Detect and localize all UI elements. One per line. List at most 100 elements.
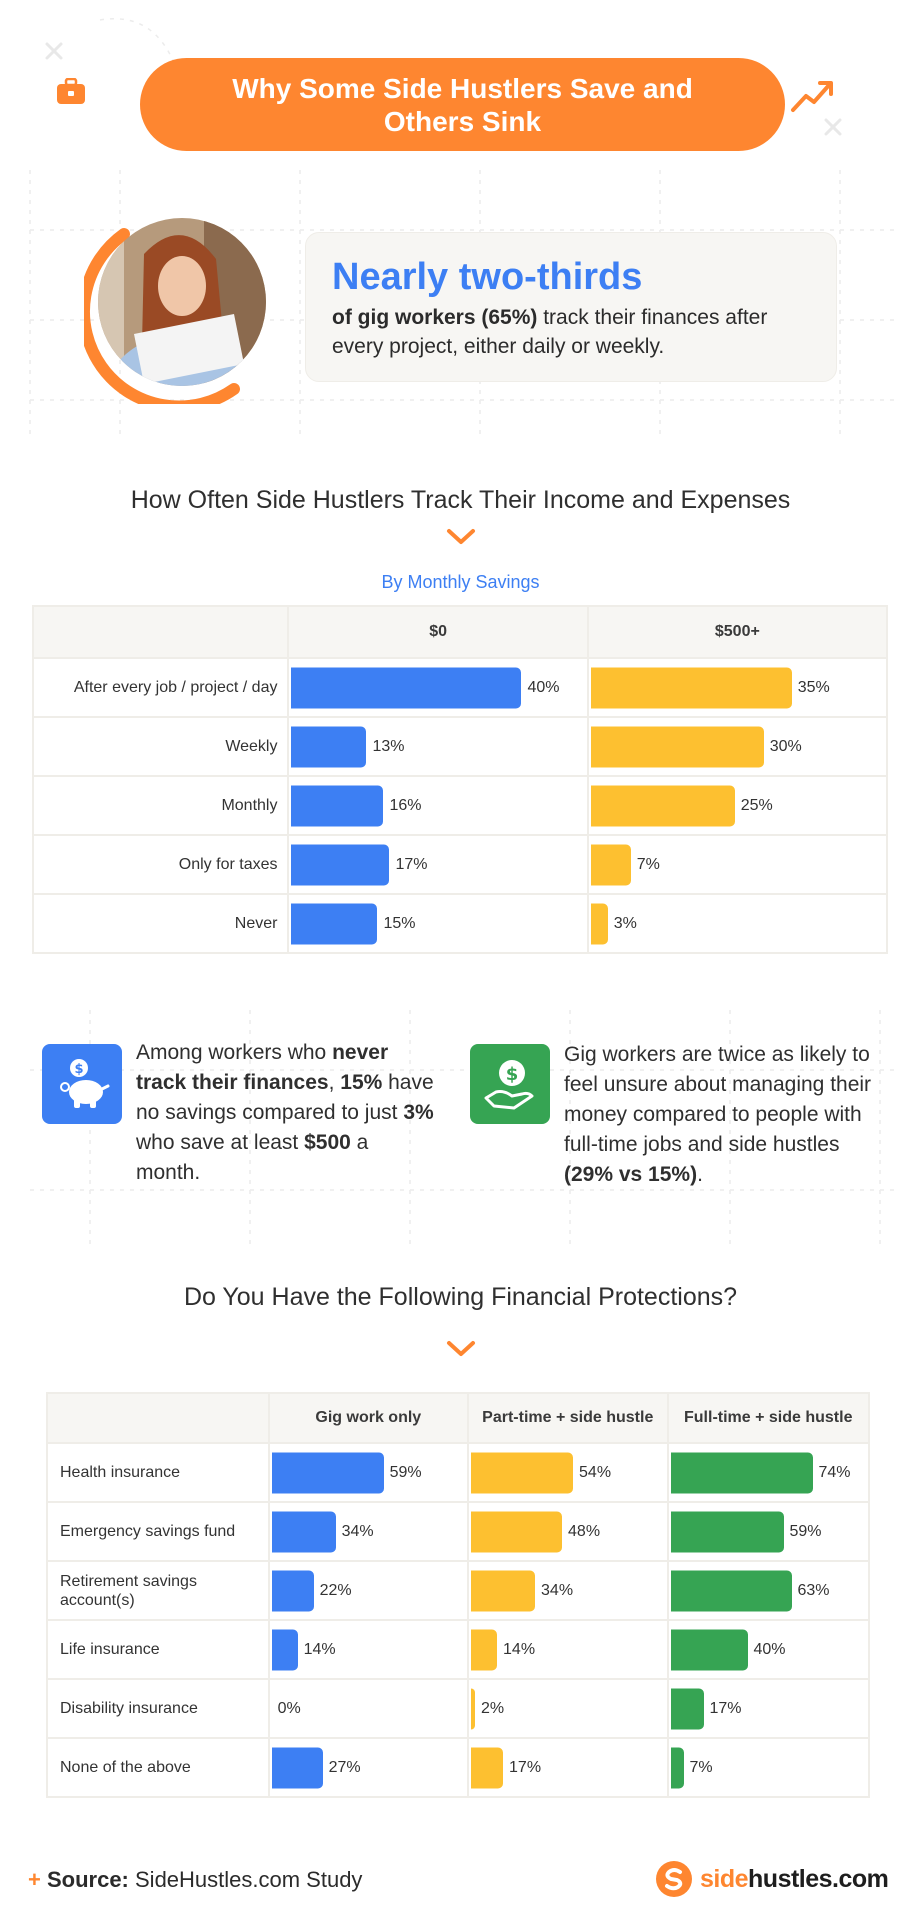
table-row: Only for taxes 17% 7% bbox=[31, 834, 889, 895]
bar-value-label: 14% bbox=[503, 1640, 536, 1658]
bar-cell: 40% bbox=[666, 1619, 870, 1680]
category-label: Disability insurance bbox=[46, 1678, 270, 1739]
stat-bold: of gig workers (65%) bbox=[332, 306, 538, 329]
table-row: Never 15% 3% bbox=[31, 893, 889, 954]
category-label: Life insurance bbox=[46, 1619, 270, 1680]
bar-value-label: 34% bbox=[541, 1581, 574, 1599]
bar-cell: 22% bbox=[267, 1560, 470, 1621]
series-header: $0 bbox=[287, 605, 589, 659]
section2-title: Do You Have the Following Financial Prot… bbox=[183, 1283, 738, 1311]
bar bbox=[670, 1747, 684, 1788]
bar-cell: 74% bbox=[666, 1442, 870, 1503]
stat-rest: track their finances after every project… bbox=[332, 306, 768, 358]
bar bbox=[670, 1629, 748, 1670]
bar bbox=[670, 1570, 792, 1611]
category-label: Never bbox=[31, 893, 290, 954]
bar-cell: 2% bbox=[467, 1678, 669, 1739]
bar bbox=[471, 1629, 498, 1670]
header-blank bbox=[46, 1392, 270, 1444]
bar-value-label: 22% bbox=[319, 1581, 352, 1599]
bar-value-label: 17% bbox=[709, 1699, 742, 1717]
table-row: Monthly 16% 25% bbox=[31, 775, 889, 836]
bar-cell: 0% bbox=[267, 1678, 470, 1739]
bar-value-label: 7% bbox=[636, 855, 660, 873]
bar-value-label: 54% bbox=[579, 1463, 612, 1481]
trend-up-icon bbox=[791, 81, 833, 112]
bar-cell: 14% bbox=[267, 1619, 470, 1680]
bar-value-label: 30% bbox=[769, 737, 802, 755]
bar bbox=[271, 1452, 384, 1493]
stat-card: Nearly two-thirds of gig workers (65%) t… bbox=[305, 232, 837, 382]
bar-cell: 15% bbox=[287, 893, 589, 954]
bar-cell: 7% bbox=[666, 1737, 870, 1798]
bar-value-label: 0% bbox=[277, 1699, 301, 1717]
bar bbox=[291, 844, 390, 885]
briefcase-icon bbox=[57, 78, 85, 104]
bar-cell: 25% bbox=[586, 775, 889, 836]
category-label: Retirement savings account(s) bbox=[46, 1560, 270, 1621]
bar bbox=[471, 1747, 504, 1788]
info-right-text: Gig workers are twice as likely to feel … bbox=[564, 1043, 872, 1186]
bar-cell: 17% bbox=[467, 1737, 669, 1798]
bar bbox=[590, 844, 631, 885]
hand-dollar-icon: $ bbox=[470, 1044, 550, 1124]
category-label: After every job / project / day bbox=[31, 657, 290, 718]
bar-cell: 59% bbox=[666, 1501, 870, 1562]
bar-value-label: 59% bbox=[389, 1463, 422, 1481]
series-header: Part-time + side hustle bbox=[467, 1392, 669, 1444]
bar-cell: 48% bbox=[467, 1501, 669, 1562]
bar bbox=[471, 1688, 476, 1729]
bar-cell: 13% bbox=[287, 716, 589, 777]
bar-value-label: 34% bbox=[341, 1522, 374, 1540]
bar-value-label: 17% bbox=[395, 855, 428, 873]
series-header: Gig work only bbox=[267, 1392, 470, 1444]
bar bbox=[271, 1511, 336, 1552]
bar bbox=[670, 1688, 704, 1729]
bar-cell: 14% bbox=[467, 1619, 669, 1680]
bar-cell: 34% bbox=[267, 1501, 470, 1562]
header-blank bbox=[31, 605, 290, 659]
bar bbox=[271, 1570, 314, 1611]
woman-reading-photo bbox=[84, 218, 266, 404]
bar bbox=[271, 1747, 323, 1788]
bar-cell: 35% bbox=[586, 657, 889, 718]
bar bbox=[271, 1629, 298, 1670]
bar bbox=[670, 1511, 784, 1552]
bar-cell: 34% bbox=[467, 1560, 669, 1621]
bar-value-label: 63% bbox=[797, 1581, 830, 1599]
bar-cell: 17% bbox=[666, 1678, 870, 1739]
bar-cell: 63% bbox=[666, 1560, 870, 1621]
bar bbox=[291, 785, 384, 826]
piggy-bank-icon: $ bbox=[42, 1044, 122, 1124]
brand-name: sidehustles.com bbox=[700, 1864, 889, 1893]
brand-logo: sidehustles.com bbox=[656, 1861, 889, 1897]
table-row: Weekly 13% 30% bbox=[31, 716, 889, 777]
series-header: $500+ bbox=[586, 605, 889, 659]
bar-cell: 40% bbox=[287, 657, 589, 718]
bar-cell: 54% bbox=[467, 1442, 669, 1503]
svg-text:$: $ bbox=[506, 1064, 519, 1085]
bar bbox=[291, 903, 378, 944]
bar-cell: 17% bbox=[287, 834, 589, 895]
page-title: Why Some Side Hustlers Save and Others S… bbox=[140, 58, 785, 151]
table-row: After every job / project / day 40% 35% bbox=[31, 657, 889, 718]
bar bbox=[590, 903, 608, 944]
category-label: None of the above bbox=[46, 1737, 270, 1798]
bar-value-label: 35% bbox=[797, 678, 830, 696]
table-row: Life insurance 14% 14% 40% bbox=[46, 1619, 870, 1680]
table-row: Emergency savings fund 34% 48% 59% bbox=[46, 1501, 870, 1562]
bar-cell: 27% bbox=[267, 1737, 470, 1798]
section1-subtitle: By Monthly Savings bbox=[381, 572, 540, 592]
category-label: Only for taxes bbox=[31, 834, 290, 895]
bar-value-label: 48% bbox=[568, 1522, 601, 1540]
category-label: Health insurance bbox=[46, 1442, 270, 1503]
table-row: None of the above 27% 17% 7% bbox=[46, 1737, 870, 1798]
stat-headline: Nearly two-thirds bbox=[332, 256, 643, 298]
bar bbox=[590, 785, 735, 826]
svg-text:$: $ bbox=[74, 1062, 83, 1077]
bar-value-label: 3% bbox=[613, 914, 637, 932]
bar-value-label: 17% bbox=[509, 1758, 542, 1776]
bar bbox=[590, 726, 764, 767]
bar-cell: 30% bbox=[586, 716, 889, 777]
bar-value-label: 16% bbox=[389, 796, 422, 814]
